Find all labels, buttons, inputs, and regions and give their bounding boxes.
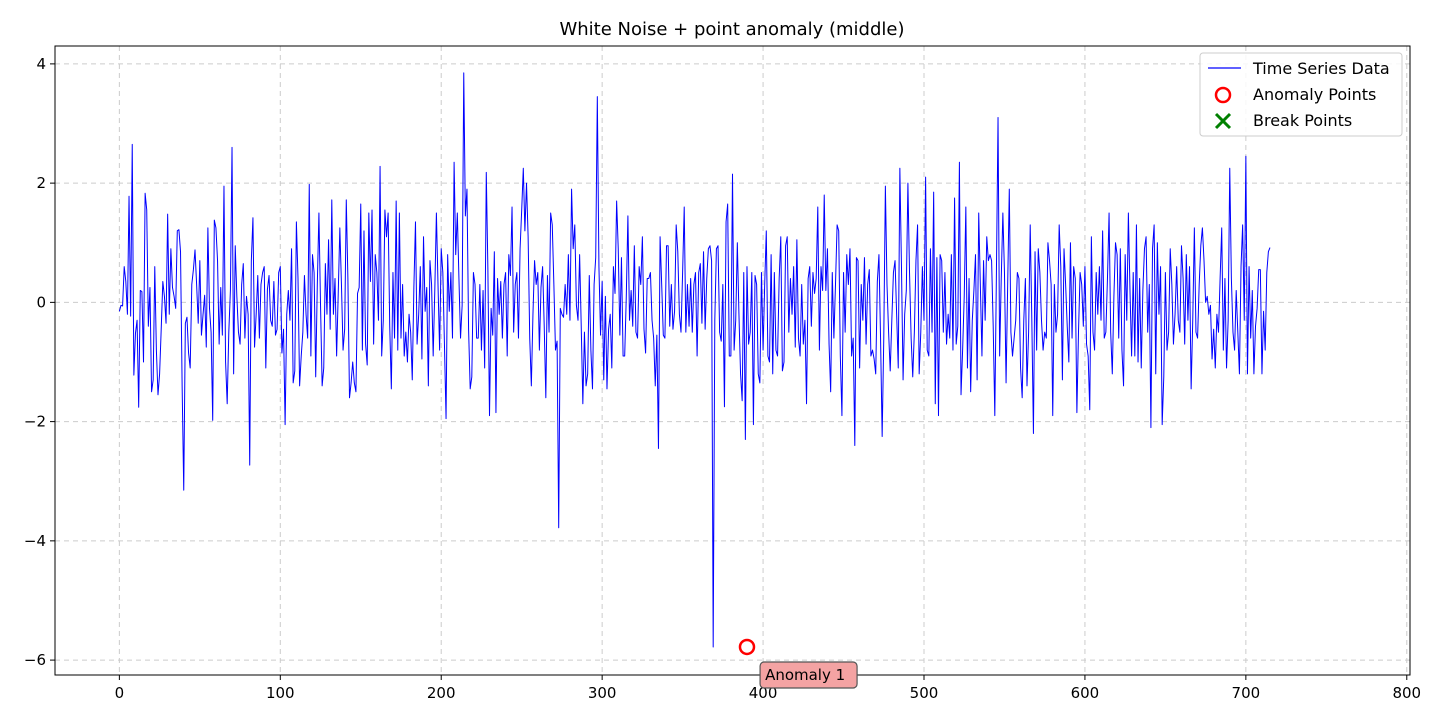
chart-title: White Noise + point anomaly (middle) [559,19,904,40]
y-tick-label: −2 [24,413,46,431]
x-axis-ticks: 0 100 200 300 400 500 600 700 800 [115,675,1421,702]
y-tick-label: −6 [24,651,46,669]
y-tick-label: 4 [36,55,46,73]
y-tick-label: −4 [24,532,46,550]
annotation-label: Anomaly 1 [759,661,858,689]
x-tick-label: 200 [427,684,456,702]
x-tick-label: 300 [588,684,617,702]
series-layer [118,72,1271,656]
annotation-text: Anomaly 1 [765,666,845,684]
x-tick-label: 0 [115,684,125,702]
legend-anomaly-marker [1214,86,1232,104]
x-tick-label: 600 [1071,684,1100,702]
anomaly-point [738,638,756,656]
y-tick-label: 0 [36,293,46,311]
annotations: Anomaly 1 [759,661,858,689]
x-tick-label: 500 [910,684,939,702]
y-axis-ticks: −6 −4 −2 0 2 4 [24,55,55,669]
legend-label-series: Time Series Data [1252,59,1390,78]
legend-label-break: Break Points [1253,111,1352,130]
legend: Time Series Data Anomaly Points Break Po… [1199,52,1403,137]
x-tick-label: 700 [1232,684,1261,702]
x-tick-label: 100 [266,684,295,702]
legend-break-marker [1214,112,1232,130]
grid [55,46,1410,675]
series-line [118,72,1271,648]
plot-frame [54,45,1411,676]
x-tick-label: 800 [1392,684,1421,702]
y-tick-label: 2 [36,174,46,192]
annotation-box [759,661,858,689]
legend-label-anomaly: Anomaly Points [1253,85,1376,104]
legend-box [1199,52,1403,137]
